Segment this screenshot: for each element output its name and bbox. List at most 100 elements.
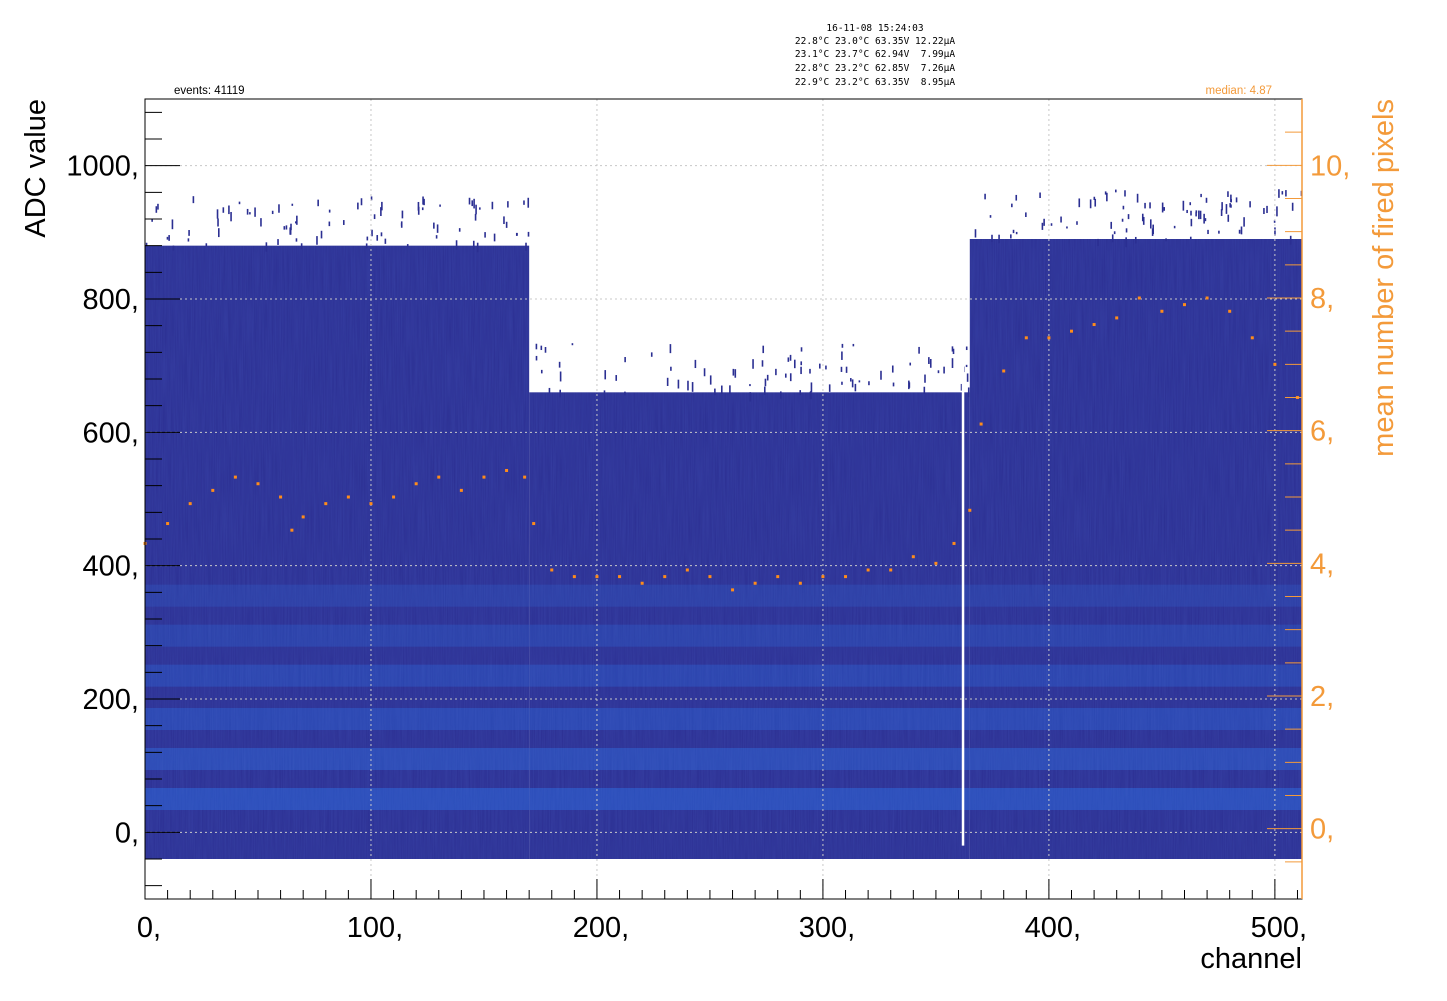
y-tick-label: 200,: [83, 684, 139, 716]
heatmap-speckle: [436, 235, 438, 238]
heatmap-speckle: [967, 373, 969, 381]
heatmap-speckle: [1060, 217, 1062, 223]
heatmap-speckle: [678, 380, 680, 389]
data-point: [290, 529, 293, 532]
heatmap-speckle: [952, 358, 954, 368]
heatmap-speckle: [924, 387, 926, 394]
heatmap-speckle: [853, 344, 855, 346]
heatmap-speckle: [473, 199, 475, 209]
y-tick-label: 400,: [83, 551, 139, 583]
y-axis-title: ADC value: [20, 99, 52, 238]
x-tick-label: 100,: [347, 912, 403, 944]
y2-tick-label: 4,: [1310, 548, 1334, 580]
heatmap-speckle: [1152, 225, 1154, 235]
heatmap-speckle: [471, 200, 473, 206]
heatmap-speckle: [975, 229, 977, 237]
heatmap-speckle: [780, 391, 782, 398]
heatmap-speckle: [536, 356, 538, 361]
heatmap-speckle: [810, 392, 812, 399]
data-point: [324, 502, 327, 505]
heatmap-speckle: [1190, 211, 1192, 216]
heatmap-speckle: [439, 205, 441, 207]
heatmap-speckle: [811, 382, 813, 392]
data-point: [211, 489, 214, 492]
data-point: [731, 588, 734, 591]
data-point: [821, 575, 824, 578]
heatmap-speckle: [407, 244, 409, 247]
heatmap-speckle: [764, 387, 766, 395]
heatmap-speckle: [1241, 226, 1243, 234]
heatmap-speckle: [173, 246, 175, 251]
heatmap-speckle: [1137, 194, 1139, 203]
heatmap-speckle: [615, 375, 617, 381]
heatmap-speckle: [1285, 190, 1287, 196]
heatmap-speckle: [376, 235, 378, 241]
heatmap-speckle: [984, 194, 986, 200]
heatmap-speckle: [749, 384, 751, 386]
heatmap-speckle: [1282, 191, 1284, 194]
heatmap-speckle: [1123, 206, 1125, 210]
heatmap-speckle: [418, 202, 420, 211]
heatmap-speckle: [841, 351, 843, 359]
heatmap-speckle: [800, 361, 802, 365]
heatmap-speckle: [841, 382, 843, 385]
y2-tick-label: 8,: [1310, 283, 1334, 315]
heatmap-speckle: [1200, 194, 1202, 197]
heatmap-speckle: [1112, 234, 1114, 242]
heatmap-speckle: [371, 230, 373, 237]
x-axis-title: channel: [1200, 943, 1302, 975]
heatmap-speckle: [343, 220, 345, 225]
data-point: [844, 575, 847, 578]
heatmap-speckle: [670, 344, 672, 353]
data-point: [980, 423, 983, 426]
heatmap-speckle: [475, 214, 477, 221]
heatmap-speckle: [1125, 237, 1127, 247]
heatmap-speckle: [1198, 211, 1200, 220]
heatmap-speckle: [604, 370, 606, 379]
data-point: [1070, 330, 1073, 333]
heatmap-speckle: [692, 382, 694, 392]
heatmap-speckle: [788, 357, 790, 361]
heatmap-speckle: [850, 378, 852, 381]
data-point: [1273, 363, 1276, 366]
heatmap-speckle: [938, 370, 940, 373]
heatmap-speckle: [361, 198, 363, 205]
heatmap-speckle: [790, 373, 792, 381]
reading-line-4: 22.9°C 23.2°C 63.35V 8.95µA: [795, 77, 955, 88]
heatmap-speckle: [1090, 199, 1092, 208]
heatmap-speckle: [541, 370, 543, 373]
heatmap-speckle: [733, 369, 735, 376]
heatmap-speckle: [286, 225, 288, 229]
heatmap-speckle: [800, 367, 802, 374]
heatmap-speckle: [536, 344, 538, 350]
heatmap-speckle: [247, 209, 249, 215]
y-tick-label: 600,: [83, 417, 139, 449]
heatmap-speckle: [272, 211, 274, 214]
timestamp: 16-11-08 15:24:03: [826, 23, 923, 34]
data-point: [776, 575, 779, 578]
data-point: [595, 575, 598, 578]
heatmap-speckle: [1076, 221, 1078, 225]
heatmap-speckle: [316, 236, 318, 245]
heatmap-speckle: [477, 243, 479, 253]
heatmap-speckle: [167, 237, 169, 240]
heatmap-speckle: [710, 375, 712, 384]
heatmap-texture: [145, 246, 529, 859]
heatmap-speckle: [846, 367, 848, 373]
heatmap-speckle: [366, 243, 368, 248]
heatmap-speckle: [1239, 230, 1241, 234]
heatmap-speckle: [1227, 215, 1229, 222]
heatmap-speckle: [437, 224, 439, 232]
heatmap-speckle: [193, 196, 195, 203]
heatmap-speckle: [559, 362, 561, 368]
heatmap-speckle: [492, 202, 494, 209]
heatmap-speckle: [829, 384, 831, 391]
heatmap-speckle: [423, 199, 425, 205]
heatmap-speckle: [217, 218, 219, 226]
heatmap-speckle: [1150, 219, 1152, 228]
data-point: [532, 522, 535, 525]
heatmap-speckle: [1229, 203, 1231, 207]
heatmap-speckle: [459, 228, 461, 232]
heatmap-speckle: [1144, 203, 1146, 209]
heatmap-speckle: [228, 205, 230, 214]
